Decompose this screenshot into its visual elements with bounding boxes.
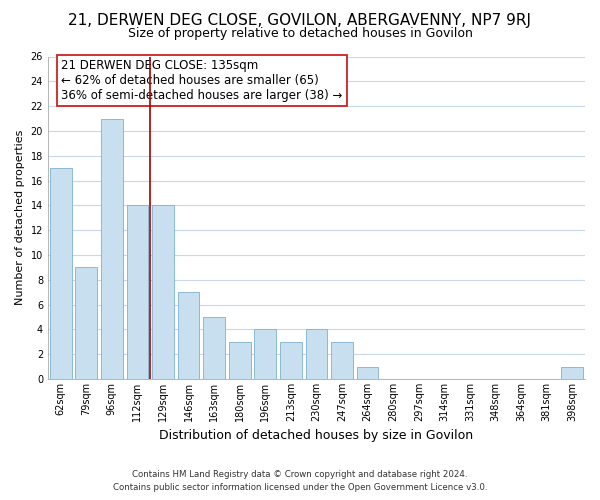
Bar bbox=[305, 330, 328, 379]
Bar bbox=[331, 342, 353, 379]
Bar bbox=[50, 168, 71, 379]
Bar bbox=[229, 342, 251, 379]
Bar bbox=[152, 206, 174, 379]
Bar bbox=[203, 317, 225, 379]
Y-axis label: Number of detached properties: Number of detached properties bbox=[15, 130, 25, 306]
Text: Size of property relative to detached houses in Govilon: Size of property relative to detached ho… bbox=[128, 28, 472, 40]
Bar bbox=[127, 206, 148, 379]
Bar bbox=[178, 292, 199, 379]
Text: 21 DERWEN DEG CLOSE: 135sqm
← 62% of detached houses are smaller (65)
36% of sem: 21 DERWEN DEG CLOSE: 135sqm ← 62% of det… bbox=[61, 59, 343, 102]
Bar bbox=[280, 342, 302, 379]
Bar bbox=[76, 268, 97, 379]
X-axis label: Distribution of detached houses by size in Govilon: Distribution of detached houses by size … bbox=[160, 430, 473, 442]
Bar bbox=[562, 366, 583, 379]
Bar bbox=[254, 330, 276, 379]
Text: 21, DERWEN DEG CLOSE, GOVILON, ABERGAVENNY, NP7 9RJ: 21, DERWEN DEG CLOSE, GOVILON, ABERGAVEN… bbox=[68, 12, 532, 28]
Bar bbox=[101, 118, 123, 379]
Text: Contains HM Land Registry data © Crown copyright and database right 2024.
Contai: Contains HM Land Registry data © Crown c… bbox=[113, 470, 487, 492]
Bar bbox=[357, 366, 379, 379]
